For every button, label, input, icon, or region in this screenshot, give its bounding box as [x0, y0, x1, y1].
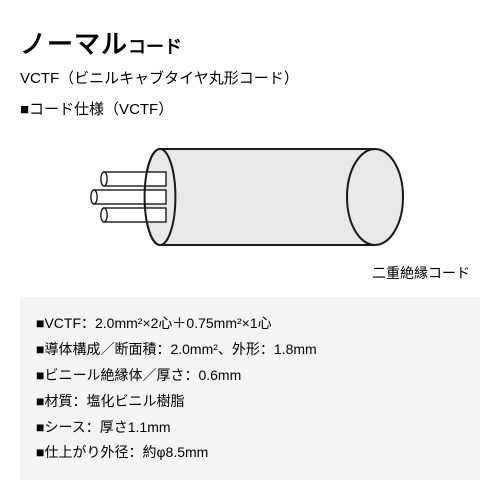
spec-item: ■仕上がり外径：約φ8.5mm [36, 440, 464, 466]
spec-item: ■VCTF：2.0mm²×2心＋0.75mm²×1心 [36, 311, 464, 337]
title-row: ノーマルコード [20, 24, 480, 61]
spec-item: ■材質：塩化ビニル樹脂 [36, 389, 464, 415]
section-label: ■コード仕様（VCTF） [20, 98, 480, 119]
spec-item: ■ビニール絶縁体／厚さ：0.6mm [36, 363, 464, 389]
caption: 二重絶縁コード [20, 263, 480, 283]
cable-svg [90, 137, 410, 257]
subtitle: VCTF（ビニルキャブタイヤ丸形コード） [20, 67, 480, 88]
spec-item: ■シース：厚さ1.1mm [36, 415, 464, 441]
title-main: ノーマル [20, 29, 128, 59]
spec-item: ■導体構成／断面積：2.0mm²、外形：1.8mm [36, 337, 464, 363]
spec-box: ■VCTF：2.0mm²×2心＋0.75mm²×1心■導体構成／断面積：2.0m… [20, 297, 480, 480]
cable-diagram [20, 137, 480, 257]
title-sub: コード [128, 37, 182, 57]
